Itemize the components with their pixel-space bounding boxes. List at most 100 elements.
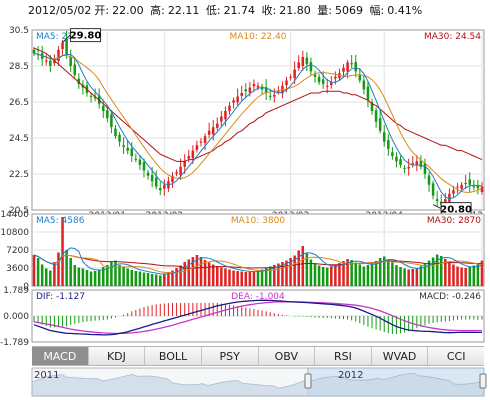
- volume-bar: [183, 262, 186, 286]
- volume-bar: [97, 269, 101, 286]
- candle-body: [57, 49, 60, 61]
- candle-body: [317, 76, 321, 83]
- volume-bar: [260, 269, 264, 286]
- volume-bar: [142, 272, 146, 286]
- candle-body: [191, 150, 195, 159]
- volume-bar: [435, 254, 439, 286]
- candle-body: [399, 159, 402, 165]
- volume-bar: [40, 264, 44, 286]
- volume-bar: [460, 267, 463, 286]
- volume-tick-label: 3600: [6, 264, 29, 274]
- open-label: 开:: [94, 4, 110, 17]
- tab-psy[interactable]: PSY: [201, 347, 259, 365]
- volume-bar: [382, 256, 386, 286]
- volume-bar: [370, 263, 374, 286]
- price-tick-label: 28.5: [9, 62, 29, 72]
- volume-bar: [289, 258, 292, 286]
- volume-bar: [69, 258, 72, 286]
- open-value: 22.00: [112, 4, 144, 17]
- candle-body: [444, 199, 447, 203]
- macd-tick-label: 1.789: [3, 286, 29, 296]
- volume-bar: [179, 265, 182, 286]
- candle-body: [301, 57, 305, 66]
- volume-bar: [423, 263, 427, 286]
- volume-bar: [476, 264, 480, 286]
- volume-bar: [399, 267, 402, 286]
- ma10-line: [33, 52, 483, 193]
- volume-bar: [106, 265, 109, 286]
- volume-bar: [187, 259, 191, 286]
- price-plot-area: [31, 29, 485, 211]
- candle-body: [264, 87, 268, 93]
- volume-bar: [61, 217, 64, 286]
- volume-bar: [191, 257, 195, 286]
- tab-kdj[interactable]: KDJ: [88, 347, 146, 365]
- volume-bar: [346, 259, 349, 286]
- min-price-leader: [432, 204, 442, 210]
- volume-bar: [244, 272, 248, 286]
- candle-body: [171, 175, 174, 182]
- candle-body: [330, 82, 333, 86]
- tab-cci[interactable]: CCI: [428, 347, 484, 365]
- candle-body: [199, 141, 203, 143]
- tab-obv[interactable]: OBV: [258, 347, 316, 365]
- volume-bar: [439, 256, 443, 286]
- candle-body: [391, 152, 394, 156]
- volume-bar: [301, 246, 305, 286]
- tab-wvad[interactable]: WVAD: [371, 347, 429, 365]
- volume-bar: [374, 261, 378, 286]
- candle-body: [106, 110, 109, 119]
- candle-body: [207, 130, 211, 135]
- candle-body: [460, 184, 463, 189]
- volume-bar: [354, 262, 357, 286]
- tab-boll[interactable]: BOLL: [145, 347, 202, 365]
- candle-body: [138, 159, 142, 165]
- volume-bar: [89, 271, 93, 286]
- candle-body: [44, 60, 48, 62]
- candle-body: [65, 39, 68, 56]
- candle-body: [277, 91, 280, 93]
- candle-body: [268, 95, 272, 97]
- navigator-label-right: 2012: [338, 370, 363, 381]
- chart-canvas[interactable]: 30.528.526.524.522.520.52012/012012/0220…: [0, 0, 490, 346]
- volume-bar: [150, 274, 154, 286]
- close-label: 收:: [261, 4, 277, 17]
- candle-body: [334, 76, 337, 79]
- tab-rsi[interactable]: RSI: [315, 347, 372, 365]
- volume-bar: [456, 266, 459, 286]
- candle-body: [273, 94, 276, 97]
- volume-bar: [122, 267, 125, 286]
- min-price-label: 20.80: [440, 205, 472, 216]
- volume-bar: [309, 259, 313, 286]
- volume-bar: [81, 268, 85, 286]
- volume-bar: [220, 267, 223, 286]
- volume-tick-label: 14400: [0, 210, 29, 220]
- candle-body: [179, 166, 182, 176]
- volume-panel: 14400 10800 7200 3600 0 MA5: 4586 MA10: 3800 MA…: [0, 210, 485, 292]
- volume-bar: [240, 271, 243, 286]
- candle-body: [114, 128, 117, 137]
- candle-body: [163, 184, 166, 189]
- volume-bar: [305, 253, 309, 286]
- volume-bar: [407, 269, 410, 286]
- macd-tick-label: 0.000: [3, 312, 29, 322]
- volume-bar: [411, 269, 415, 286]
- candle-body: [211, 127, 215, 135]
- ohlc-header: 2012/05/02 开: 22.00 高: 22.11 低: 21.74 收: 21.8…: [28, 2, 425, 18]
- volume-bar: [391, 262, 394, 286]
- candle-body: [159, 188, 162, 191]
- navigator[interactable]: 2011 2012: [0, 366, 490, 398]
- candle-body: [407, 166, 410, 169]
- tab-macd[interactable]: MACD: [32, 347, 89, 365]
- volume-bar: [395, 265, 398, 286]
- candle-body: [476, 185, 480, 189]
- volume-ma10-line: [33, 254, 483, 274]
- volume-bar: [159, 275, 162, 286]
- candle-body: [480, 186, 484, 192]
- volume-bar: [146, 273, 150, 286]
- candle-body: [293, 69, 296, 79]
- candle-body: [378, 118, 382, 131]
- candle-body: [175, 172, 178, 174]
- candle-body: [346, 62, 349, 72]
- high-label: 高:: [150, 4, 165, 17]
